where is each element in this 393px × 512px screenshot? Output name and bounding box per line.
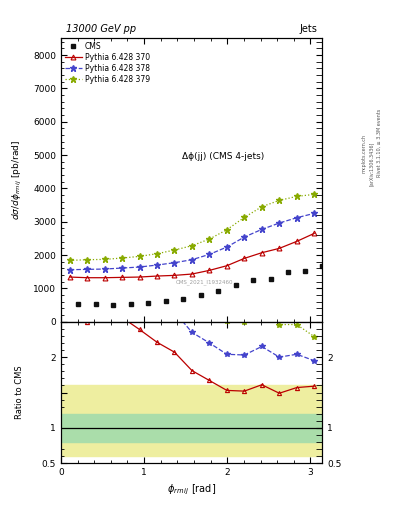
- Line: Pythia 6.428 370: Pythia 6.428 370: [67, 231, 317, 280]
- Pythia 6.428 370: [137, 274, 142, 280]
- Pythia 6.428 379: [242, 215, 247, 221]
- Text: Jets: Jets: [299, 24, 317, 34]
- CMS: [163, 298, 168, 304]
- CMS: [303, 268, 308, 274]
- Pythia 6.428 378: [242, 234, 247, 240]
- CMS: [181, 296, 185, 303]
- Text: Δϕ(jj) (CMS 4-jets): Δϕ(jj) (CMS 4-jets): [182, 152, 264, 161]
- Y-axis label: Ratio to CMS: Ratio to CMS: [15, 366, 24, 419]
- Text: Rivet 3.1.10, ≥ 3.3M events: Rivet 3.1.10, ≥ 3.3M events: [377, 109, 382, 178]
- Pythia 6.428 378: [67, 267, 72, 273]
- Pythia 6.428 370: [102, 274, 107, 281]
- CMS: [286, 269, 290, 275]
- Pythia 6.428 379: [137, 253, 142, 260]
- CMS: [94, 301, 98, 307]
- Pythia 6.428 370: [294, 238, 299, 244]
- Pythia 6.428 370: [120, 274, 125, 281]
- Pythia 6.428 378: [224, 244, 229, 250]
- Pythia 6.428 370: [312, 230, 317, 237]
- Pythia 6.428 378: [294, 215, 299, 221]
- CMS: [146, 300, 151, 306]
- Pythia 6.428 379: [189, 243, 194, 249]
- Pythia 6.428 378: [172, 260, 177, 266]
- Line: Pythia 6.428 378: Pythia 6.428 378: [66, 210, 318, 273]
- Pythia 6.428 379: [259, 204, 264, 210]
- Pythia 6.428 370: [277, 245, 282, 251]
- Pythia 6.428 378: [207, 251, 212, 258]
- Pythia 6.428 379: [154, 251, 159, 257]
- CMS: [76, 301, 81, 307]
- Pythia 6.428 379: [312, 191, 317, 198]
- Pythia 6.428 370: [207, 267, 212, 273]
- Pythia 6.428 378: [85, 266, 90, 272]
- Line: Pythia 6.428 379: Pythia 6.428 379: [66, 191, 318, 264]
- Pythia 6.428 378: [259, 226, 264, 232]
- CMS: [268, 275, 273, 282]
- X-axis label: $\phi_{rm\,ij}$ [rad]: $\phi_{rm\,ij}$ [rad]: [167, 483, 216, 497]
- Line: CMS: CMS: [76, 264, 325, 308]
- Text: [arXiv:1306.3436]: [arXiv:1306.3436]: [369, 142, 374, 186]
- Pythia 6.428 370: [224, 263, 229, 269]
- Pythia 6.428 379: [207, 236, 212, 242]
- Pythia 6.428 370: [67, 274, 72, 280]
- Pythia 6.428 379: [172, 247, 177, 253]
- Pythia 6.428 379: [67, 258, 72, 264]
- Pythia 6.428 370: [189, 271, 194, 277]
- Pythia 6.428 378: [137, 264, 142, 270]
- Pythia 6.428 378: [154, 262, 159, 268]
- Y-axis label: $d\sigma/d\phi_{rm\,ij}$ [pb/rad]: $d\sigma/d\phi_{rm\,ij}$ [pb/rad]: [11, 140, 24, 220]
- Pythia 6.428 370: [172, 272, 177, 279]
- Pythia 6.428 379: [224, 227, 229, 233]
- Pythia 6.428 370: [154, 273, 159, 279]
- CMS: [251, 277, 255, 283]
- Text: CMS_2021_I1932460: CMS_2021_I1932460: [176, 279, 233, 285]
- Pythia 6.428 378: [189, 257, 194, 263]
- Pythia 6.428 379: [85, 257, 90, 263]
- Pythia 6.428 378: [277, 220, 282, 226]
- Pythia 6.428 379: [102, 257, 107, 263]
- Pythia 6.428 378: [102, 266, 107, 272]
- CMS: [111, 302, 116, 308]
- Pythia 6.428 370: [242, 255, 247, 262]
- Text: mcplots.cern.ch: mcplots.cern.ch: [361, 134, 366, 173]
- CMS: [320, 263, 325, 269]
- CMS: [233, 282, 238, 288]
- Pythia 6.428 379: [120, 255, 125, 261]
- CMS: [129, 301, 133, 307]
- Legend: CMS, Pythia 6.428 370, Pythia 6.428 378, Pythia 6.428 379: CMS, Pythia 6.428 370, Pythia 6.428 378,…: [63, 40, 151, 86]
- Pythia 6.428 370: [85, 274, 90, 281]
- Pythia 6.428 379: [294, 194, 299, 200]
- Pythia 6.428 379: [277, 197, 282, 203]
- Text: 13000 GeV pp: 13000 GeV pp: [66, 24, 136, 34]
- CMS: [198, 292, 203, 298]
- Pythia 6.428 378: [312, 210, 317, 217]
- CMS: [216, 288, 220, 294]
- Pythia 6.428 370: [259, 250, 264, 256]
- Pythia 6.428 378: [120, 265, 125, 271]
